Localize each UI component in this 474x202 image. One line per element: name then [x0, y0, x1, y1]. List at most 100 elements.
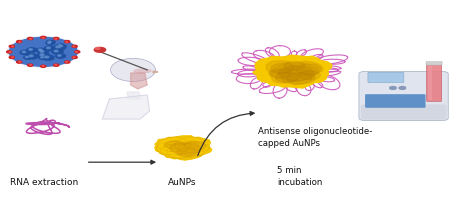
Circle shape — [399, 86, 406, 89]
Polygon shape — [276, 72, 299, 82]
Circle shape — [29, 55, 33, 57]
Circle shape — [41, 57, 44, 58]
Circle shape — [94, 47, 106, 52]
FancyBboxPatch shape — [361, 104, 447, 120]
Circle shape — [37, 53, 49, 58]
Text: 5 min
incubation: 5 min incubation — [277, 166, 322, 187]
Circle shape — [38, 50, 48, 54]
Text: Antisense oligonucleotide-
capped AuNPs: Antisense oligonucleotide- capped AuNPs — [258, 127, 373, 148]
Circle shape — [9, 37, 77, 66]
Circle shape — [17, 61, 22, 63]
FancyBboxPatch shape — [427, 64, 442, 101]
Circle shape — [42, 55, 54, 60]
Circle shape — [58, 45, 66, 48]
Circle shape — [54, 37, 59, 40]
Circle shape — [9, 56, 14, 58]
Polygon shape — [285, 64, 328, 84]
Circle shape — [45, 56, 49, 58]
Circle shape — [65, 41, 70, 43]
Polygon shape — [176, 147, 198, 157]
Polygon shape — [270, 66, 324, 88]
Circle shape — [17, 41, 22, 43]
Circle shape — [20, 50, 30, 55]
Circle shape — [27, 37, 33, 40]
Circle shape — [73, 57, 75, 58]
Polygon shape — [183, 141, 207, 151]
Circle shape — [22, 51, 26, 53]
Polygon shape — [271, 63, 294, 74]
Polygon shape — [170, 142, 201, 155]
Circle shape — [24, 56, 32, 59]
Circle shape — [55, 64, 57, 65]
Circle shape — [40, 51, 44, 52]
Circle shape — [27, 48, 37, 52]
Polygon shape — [287, 73, 312, 84]
Circle shape — [46, 42, 54, 45]
Circle shape — [9, 45, 14, 47]
Circle shape — [36, 48, 46, 52]
Circle shape — [46, 40, 55, 44]
Circle shape — [12, 46, 13, 47]
Polygon shape — [269, 69, 291, 78]
Circle shape — [45, 46, 55, 51]
Polygon shape — [164, 141, 186, 149]
Polygon shape — [174, 137, 210, 153]
Circle shape — [7, 51, 12, 53]
FancyBboxPatch shape — [359, 72, 448, 120]
Circle shape — [72, 45, 77, 47]
Circle shape — [58, 55, 61, 56]
Polygon shape — [155, 137, 191, 152]
Polygon shape — [127, 92, 140, 99]
Polygon shape — [269, 55, 313, 74]
Circle shape — [46, 47, 50, 49]
Circle shape — [40, 50, 43, 51]
Polygon shape — [153, 71, 158, 73]
Text: AuNPs: AuNPs — [168, 178, 197, 187]
Circle shape — [29, 49, 32, 50]
Circle shape — [26, 56, 28, 58]
Ellipse shape — [110, 58, 155, 81]
Circle shape — [59, 44, 61, 46]
Circle shape — [19, 61, 21, 62]
Circle shape — [73, 46, 75, 47]
FancyBboxPatch shape — [428, 66, 432, 100]
Circle shape — [27, 54, 38, 59]
Circle shape — [52, 49, 63, 54]
Polygon shape — [279, 56, 332, 79]
Circle shape — [95, 47, 100, 49]
Polygon shape — [131, 73, 147, 89]
Circle shape — [8, 37, 79, 67]
Polygon shape — [180, 142, 212, 156]
Circle shape — [57, 44, 64, 47]
Circle shape — [75, 51, 80, 53]
Circle shape — [40, 54, 44, 56]
Circle shape — [30, 38, 31, 39]
Circle shape — [55, 38, 57, 39]
Polygon shape — [284, 61, 305, 70]
Polygon shape — [282, 70, 315, 85]
Polygon shape — [260, 65, 308, 87]
Polygon shape — [266, 61, 296, 74]
Polygon shape — [255, 57, 304, 77]
Polygon shape — [255, 56, 328, 86]
Circle shape — [48, 41, 51, 42]
FancyBboxPatch shape — [368, 72, 404, 83]
Circle shape — [65, 61, 70, 63]
Circle shape — [38, 49, 46, 53]
Circle shape — [390, 86, 396, 89]
Polygon shape — [155, 142, 188, 155]
Polygon shape — [160, 143, 196, 158]
Polygon shape — [102, 95, 150, 119]
Circle shape — [66, 61, 67, 62]
Text: RNA extraction: RNA extraction — [10, 178, 78, 187]
Circle shape — [56, 46, 60, 48]
Circle shape — [12, 57, 13, 58]
Polygon shape — [289, 61, 323, 76]
Circle shape — [38, 49, 42, 50]
Circle shape — [27, 64, 33, 66]
FancyBboxPatch shape — [426, 62, 442, 65]
Circle shape — [42, 37, 44, 38]
Circle shape — [55, 54, 65, 58]
Polygon shape — [166, 144, 203, 160]
Ellipse shape — [133, 68, 152, 73]
